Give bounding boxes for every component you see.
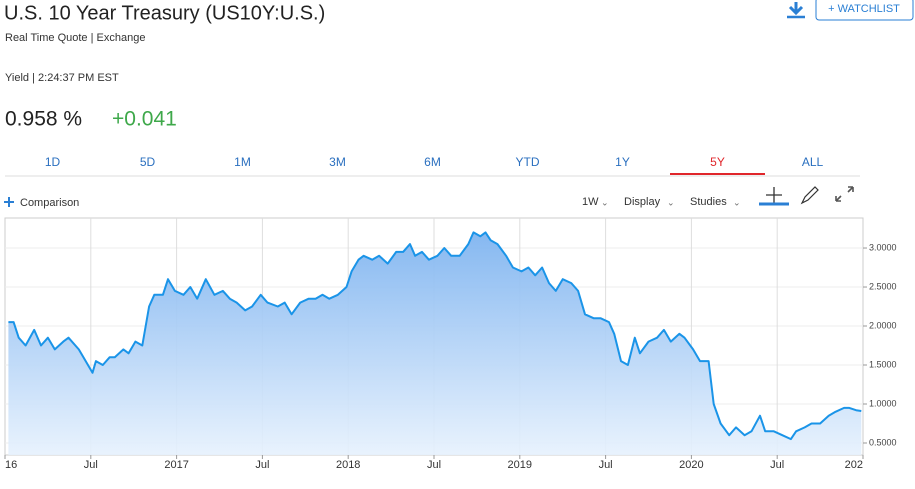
chevron: ⌄ xyxy=(601,197,609,207)
x-tick-label: 2018 xyxy=(336,459,360,471)
y-tick-label: 3.0000 xyxy=(869,242,897,252)
x-tick-label: 202 xyxy=(845,459,863,471)
crosshair-tool[interactable] xyxy=(759,187,789,206)
tab[interactable]: 1Y xyxy=(615,155,630,169)
draw-tool[interactable] xyxy=(800,186,819,205)
x-tick-label: Jul xyxy=(599,459,613,471)
line xyxy=(8,231,862,441)
watchlist-label[interactable]: + WATCHLIST xyxy=(828,3,900,15)
chart: 0.5000 1.0000 1.5000 2.0000 2.5000 3.0000 16 Ju… xyxy=(4,217,897,471)
yield-label: Yield | 2:24:37 PM EST xyxy=(5,72,119,84)
x-tick-label: 2017 xyxy=(164,459,188,471)
y-tick-label: 2.0000 xyxy=(869,320,897,330)
title: U.S. 10 Year Treasury (US10Y:U.S.) xyxy=(4,2,325,24)
x-tick-label: 2020 xyxy=(679,459,703,471)
tab[interactable]: 5Y xyxy=(710,155,725,169)
tab[interactable]: 1M xyxy=(234,155,251,169)
expand-tool[interactable] xyxy=(835,186,854,202)
plus-icon xyxy=(4,197,14,207)
tab[interactable]: YTD xyxy=(516,155,540,169)
tab[interactable]: 1D xyxy=(45,155,61,169)
download-icon[interactable] xyxy=(787,2,805,19)
x-tick-label: Jul xyxy=(770,459,784,471)
tabs: 1D 5D 1M 3M 6M YTD 1Y 5Y ALL xyxy=(45,155,824,175)
tab[interactable]: 3M xyxy=(329,155,346,169)
comparison-button[interactable]: Comparison xyxy=(20,197,79,209)
y-tick-label: 2.5000 xyxy=(869,281,897,291)
interval-button[interactable]: 1W xyxy=(582,196,599,208)
y-tick-label: 1.0000 xyxy=(869,398,897,408)
tab[interactable]: ALL xyxy=(802,155,824,169)
x-tick-label: Jul xyxy=(427,459,441,471)
subtitle: Real Time Quote | Exchange xyxy=(5,32,145,44)
tab[interactable]: 6M xyxy=(424,155,441,169)
crosshair-icon xyxy=(766,187,782,203)
chevron: ⌄ xyxy=(733,197,741,207)
chevron: ⌄ xyxy=(667,197,675,207)
price: 0.958 % xyxy=(5,108,82,131)
x-tick-label: Jul xyxy=(255,459,269,471)
display-button[interactable]: Display xyxy=(624,196,661,208)
x-tick-label: 2019 xyxy=(508,459,532,471)
tab[interactable]: 5D xyxy=(140,155,156,169)
area xyxy=(8,232,862,455)
download-arrow xyxy=(788,2,804,16)
y-tick-label: 0.5000 xyxy=(869,437,897,447)
y-tick-label: 1.5000 xyxy=(869,359,897,369)
x-tick-label: 16 xyxy=(5,459,17,471)
change: +0.041 xyxy=(112,108,177,131)
x-tick-label: Jul xyxy=(84,459,98,471)
watchlist-button[interactable] xyxy=(815,0,914,21)
studies-button[interactable]: Studies xyxy=(690,196,727,208)
